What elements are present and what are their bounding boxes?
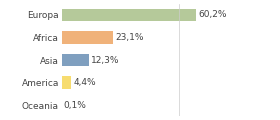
Bar (62, 9, 197, 21)
Bar (62, 54, 89, 66)
Text: 0,1%: 0,1% (64, 101, 87, 110)
Text: 23,1%: 23,1% (115, 33, 144, 42)
Bar (62, 31, 113, 44)
Bar (62, 76, 71, 89)
Text: 60,2%: 60,2% (198, 10, 227, 19)
Text: 12,3%: 12,3% (91, 55, 120, 65)
Text: 4,4%: 4,4% (73, 78, 96, 87)
